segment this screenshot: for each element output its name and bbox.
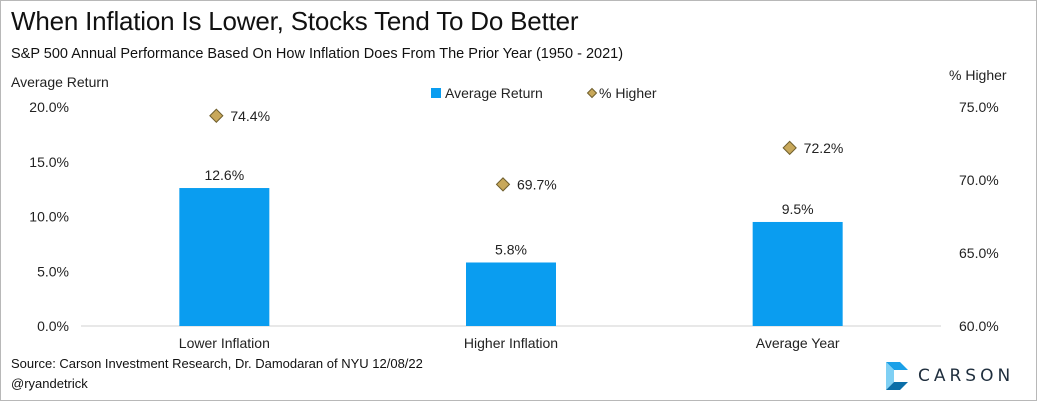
bar-average-return xyxy=(752,221,843,326)
marker-percent-higher xyxy=(495,177,511,192)
marker-data-label: 69.7% xyxy=(517,176,557,192)
right-axis-tick-label: 60.0% xyxy=(959,318,999,334)
carson-logo: CARSON xyxy=(886,361,1014,391)
right-axis-tick-label: 65.0% xyxy=(959,245,999,261)
carson-logo-wordmark: CARSON xyxy=(918,366,1015,386)
category-label: Average Year xyxy=(756,335,840,351)
bar-average-return xyxy=(179,188,270,326)
bar-data-label: 9.5% xyxy=(782,201,814,217)
left-axis-tick-label: 15.0% xyxy=(29,154,69,170)
legend-label-percent-higher: % Higher xyxy=(599,85,657,101)
chart-plot: 0.0% 5.0% 10.0% 15.0% 20.0% 60.0% 65.0% 70.0% 75… xyxy=(29,85,999,351)
marker-percent-higher xyxy=(209,108,224,123)
marker-percent-higher xyxy=(782,140,797,156)
legend-swatch-percent-higher xyxy=(586,87,598,99)
legend-label-average-return: Average Return xyxy=(445,85,543,101)
right-axis-tick-label: 70.0% xyxy=(959,172,999,188)
left-axis-tick-label: 5.0% xyxy=(37,263,69,279)
right-axis-tick-label: 75.0% xyxy=(959,99,999,115)
category-label: Higher Inflation xyxy=(464,335,558,351)
right-axis-title: % Higher xyxy=(949,67,1007,83)
bar-average-return xyxy=(466,262,556,326)
left-axis-tick-label: 20.0% xyxy=(29,99,69,115)
carson-logo-icon xyxy=(886,362,908,390)
left-axis-tick-label: 0.0% xyxy=(37,318,69,334)
marker-data-label: 74.4% xyxy=(230,108,270,124)
chart-title: When Inflation Is Lower, Stocks Tend To … xyxy=(11,6,579,36)
category-label: Lower Inflation xyxy=(179,335,270,351)
author-handle: @ryandetrick xyxy=(11,376,88,391)
legend-swatch-average-return xyxy=(431,88,441,98)
left-axis-title: Average Return xyxy=(11,74,109,90)
left-axis-tick-label: 10.0% xyxy=(29,209,69,225)
marker-data-label: 72.2% xyxy=(804,140,844,156)
source-note: Source: Carson Investment Research, Dr. … xyxy=(11,356,423,371)
chart-subtitle: S&P 500 Annual Performance Based On How … xyxy=(11,46,624,62)
bar-data-label: 12.6% xyxy=(204,167,244,183)
bar-data-label: 5.8% xyxy=(495,241,527,257)
